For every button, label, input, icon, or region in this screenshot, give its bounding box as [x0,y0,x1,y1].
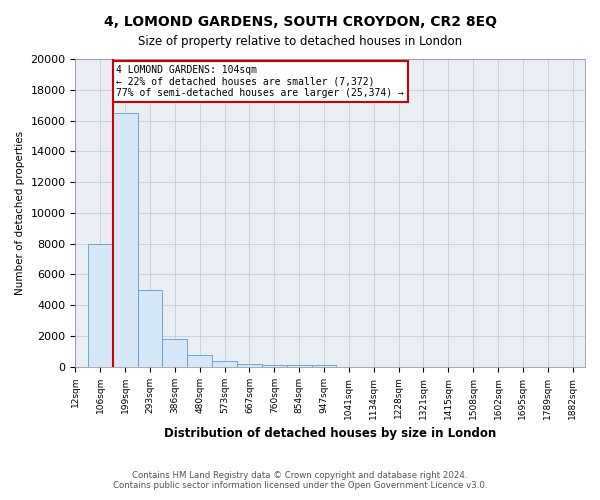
Bar [163,339,187,367]
X-axis label: Distribution of detached houses by size in London: Distribution of detached houses by size … [164,427,496,440]
Bar [212,362,237,367]
Bar [88,244,113,367]
Bar [287,366,311,367]
Bar [113,113,137,367]
Text: Contains HM Land Registry data © Crown copyright and database right 2024.
Contai: Contains HM Land Registry data © Crown c… [113,470,487,490]
Text: 4 LOMOND GARDENS: 104sqm
← 22% of detached houses are smaller (7,372)
77% of sem: 4 LOMOND GARDENS: 104sqm ← 22% of detach… [116,65,404,98]
Bar [237,364,262,367]
Bar [187,356,212,367]
Bar [137,290,163,367]
Text: 4, LOMOND GARDENS, SOUTH CROYDON, CR2 8EQ: 4, LOMOND GARDENS, SOUTH CROYDON, CR2 8E… [104,15,497,29]
Y-axis label: Number of detached properties: Number of detached properties [15,131,25,295]
Bar [311,366,337,367]
Bar [262,364,287,367]
Text: Size of property relative to detached houses in London: Size of property relative to detached ho… [138,35,462,48]
